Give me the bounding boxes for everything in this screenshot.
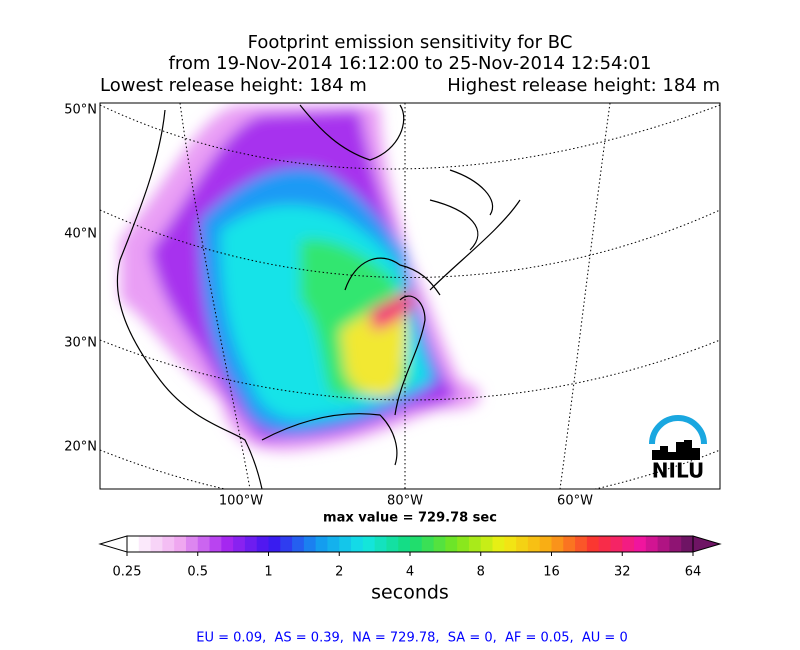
lat-label: 50°N (64, 103, 97, 118)
footer: EU = 0.09, AS = 0.39, NA = 729.78, SA = … (196, 631, 627, 646)
colorbar-swatch (315, 536, 328, 552)
colorbar-end (98, 535, 128, 553)
colorbar-swatch (457, 536, 470, 552)
colorbar: 0.25 0.5 1 2 4 8 16 32 64 (98, 535, 722, 580)
logo-text: NILU (652, 459, 704, 483)
lowest-height: Lowest release height: 184 m (100, 75, 367, 96)
colorbar-swatch (339, 536, 352, 552)
colorbar-tick-label: 32 (614, 565, 631, 580)
colorbar-swatch (256, 536, 269, 552)
colorbar-swatch (492, 536, 505, 552)
colorbar-tick-label: 8 (477, 565, 485, 580)
subtitle: from 19-Nov-2014 16:12:00 to 25-Nov-2014… (169, 53, 652, 74)
colorbar-swatch (598, 536, 611, 552)
colorbar-swatch (185, 536, 199, 552)
colorbar-swatch (150, 536, 163, 552)
colorbar-swatch (610, 536, 623, 552)
plume (120, 105, 481, 451)
colorbar-swatch (516, 536, 529, 552)
colorbar-swatch (575, 536, 588, 552)
colorbar-swatch (657, 536, 670, 552)
colorbar-swatch (303, 536, 317, 552)
colorbar-swatch (480, 536, 494, 552)
colorbar-tick-label: 1 (264, 565, 272, 580)
colorbar-swatch (563, 536, 576, 552)
colorbar-tick-label: 0.25 (113, 565, 142, 580)
colorbar-swatch (645, 536, 659, 552)
colorbar-swatch (374, 536, 387, 552)
colorbar-swatch (634, 536, 647, 552)
colorbar-swatch (292, 536, 305, 552)
colorbar-swatch (398, 536, 411, 552)
colorbar-swatch (504, 536, 517, 552)
map-frame (99, 102, 721, 490)
lon-label: 60°W (557, 494, 593, 509)
lat-label: 20°N (64, 440, 97, 455)
colorbar-tick-label: 0.5 (187, 565, 208, 580)
title: Footprint emission sensitivity for BC (248, 32, 573, 53)
colorbar-swatch (421, 536, 435, 552)
colorbar-swatch (551, 536, 564, 552)
colorbar-swatch (410, 536, 423, 552)
colorbar-swatch (174, 536, 187, 552)
colorbar-swatch (351, 536, 364, 552)
colorbar-swatch (681, 536, 694, 552)
lat-label: 40°N (64, 227, 97, 242)
colorbar-swatch (209, 536, 222, 552)
colorbar-tick-label: 16 (543, 565, 560, 580)
colorbar-swatch (362, 536, 376, 552)
colorbar-swatch (527, 536, 541, 552)
lon-label: 100°W (219, 494, 263, 509)
colorbar-swatch (197, 536, 211, 552)
colorbar-swatch (280, 536, 293, 552)
highest-height: Highest release height: 184 m (447, 75, 720, 96)
nilu-logo: NILU (649, 415, 707, 483)
colorbar-swatch (233, 536, 246, 552)
map (100, 103, 720, 489)
colorbar-swatch (327, 536, 340, 552)
colorbar-swatch (622, 536, 635, 552)
colorbar-tick-label: 64 (685, 565, 702, 580)
colorbar-tick-label: 2 (335, 565, 343, 580)
colorbar-swatch (162, 536, 175, 552)
colorbar-swatch (669, 536, 682, 552)
lon-label: 80°W (387, 494, 423, 509)
max-value: max value = 729.78 sec (323, 511, 497, 526)
colorbar-swatch (433, 536, 446, 552)
colorbar-swatch (468, 536, 482, 552)
colorbar-swatch (221, 536, 234, 552)
colorbar-swatch (268, 536, 281, 552)
colorbar-tick-label: 4 (406, 565, 414, 580)
colorbar-end (692, 535, 722, 553)
lat-label: 30°N (64, 336, 97, 351)
colorbar-swatch (539, 536, 552, 552)
colorbar-swatch (138, 536, 152, 552)
colorbar-swatch (244, 536, 258, 552)
colorbar-swatch (445, 536, 458, 552)
colorbar-swatch (127, 536, 140, 552)
colorbar-label: seconds (371, 582, 449, 604)
colorbar-swatch (586, 536, 600, 552)
colorbar-swatch (386, 536, 399, 552)
